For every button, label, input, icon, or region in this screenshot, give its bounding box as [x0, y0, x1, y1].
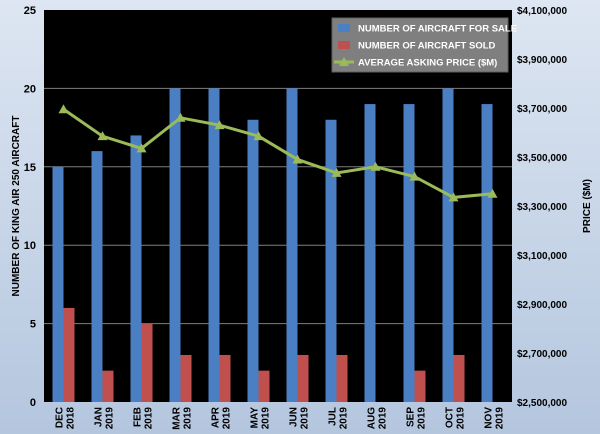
x-tick-label: JAN2019	[94, 407, 116, 430]
x-tick-label: MAR2019	[172, 406, 194, 430]
x-tick-label: OCT2019	[445, 407, 467, 430]
price-marker	[253, 131, 264, 141]
y-tick-label: 0	[30, 397, 36, 409]
bar-for-sale	[52, 166, 64, 402]
legend-marker	[339, 57, 349, 66]
bar-sold	[141, 323, 153, 402]
y2-tick-label: $3,700,000	[517, 104, 567, 115]
bar-sold	[258, 370, 270, 402]
y2-tick-label: $2,900,000	[517, 300, 567, 311]
y2-tick-label: $3,500,000	[517, 153, 567, 164]
price-marker	[97, 131, 108, 141]
bar-for-sale	[247, 119, 259, 402]
bar-for-sale	[286, 88, 298, 403]
price-marker	[58, 104, 69, 114]
y-tick-label: 25	[24, 5, 36, 17]
price-line	[62, 107, 493, 199]
price-marker	[175, 112, 186, 122]
bar-for-sale	[403, 104, 415, 402]
bar-sold	[336, 354, 348, 402]
y2-tick-label: $3,100,000	[517, 251, 567, 262]
y2-tick-label: $2,500,000	[517, 398, 567, 409]
bar-sold	[297, 354, 309, 402]
legend-label: NUMBER OF AIRCRAFT SOLD	[358, 41, 496, 52]
x-tick-label: DEC2018	[55, 407, 77, 430]
bar-for-sale	[481, 104, 493, 402]
x-tick-label: SEP2019	[406, 407, 428, 430]
x-tick-label: APR2019	[211, 406, 233, 429]
y-tick-label: 5	[30, 319, 36, 331]
price-marker	[370, 161, 381, 171]
y-axis-title: NUMBER OF KING AIR 250 AIRCRAFT	[11, 116, 22, 297]
x-tick-label: JUL2019	[328, 407, 350, 430]
bar-for-sale	[130, 135, 142, 402]
bar-for-sale	[325, 119, 337, 402]
plot-area	[44, 10, 512, 402]
x-tick-label: MAY2019	[250, 407, 272, 430]
y2-tick-label: $3,900,000	[517, 55, 567, 66]
bar-sold	[180, 354, 192, 402]
bar-sold	[102, 370, 114, 402]
price-marker	[292, 154, 303, 164]
bar-sold	[219, 354, 231, 402]
y2-tick-label: $2,700,000	[517, 349, 567, 360]
x-tick-label: NOV2019	[484, 407, 506, 430]
legend-label: NUMBER OF AIRCRAFT FOR SALE	[358, 24, 517, 35]
legend-swatch	[338, 41, 350, 49]
bar-for-sale	[364, 104, 376, 402]
legend-label: AVERAGE ASKING PRICE ($M)	[358, 58, 497, 69]
y-tick-label: 20	[24, 83, 36, 95]
bar-for-sale	[91, 151, 103, 402]
bar-sold	[63, 307, 75, 402]
y2-axis-title: PRICE ($M)	[582, 179, 593, 233]
price-marker	[214, 120, 225, 130]
legend-swatch	[338, 24, 350, 32]
y2-tick-label: $3,300,000	[517, 202, 567, 213]
bar-for-sale	[442, 88, 454, 403]
y-tick-label: 15	[24, 162, 36, 174]
bar-sold	[414, 370, 426, 402]
price-marker	[448, 192, 459, 202]
bar-sold	[453, 354, 465, 402]
price-marker	[409, 171, 420, 181]
price-marker	[331, 167, 342, 177]
x-tick-label: FEB2019	[133, 407, 155, 430]
legend-box	[331, 17, 509, 73]
y2-tick-label: $4,100,000	[517, 6, 567, 17]
y-tick-label: 10	[24, 240, 36, 252]
x-tick-label: AUG2019	[367, 407, 389, 430]
bar-for-sale	[169, 88, 181, 403]
price-marker	[136, 143, 147, 153]
x-tick-label: JUN2019	[289, 407, 311, 430]
bar-for-sale	[208, 88, 220, 403]
price-marker	[487, 188, 498, 198]
